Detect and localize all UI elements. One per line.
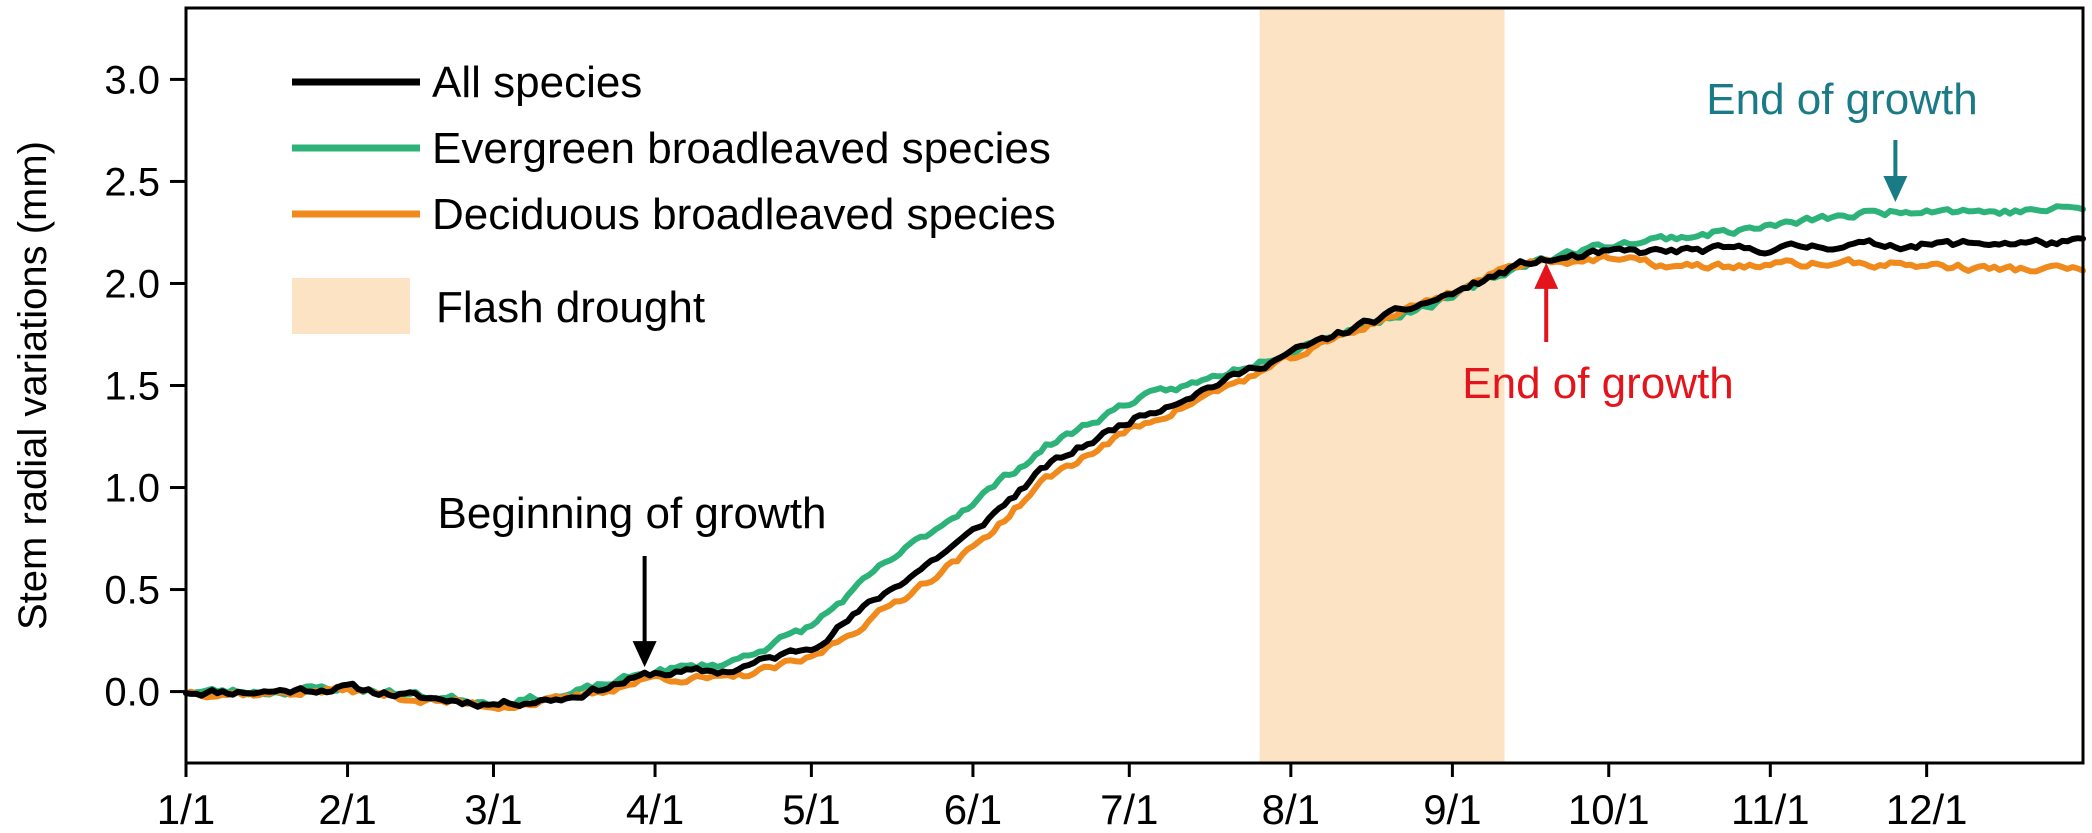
- annotations: Beginning of growth End of growth End of g…: [438, 75, 1978, 668]
- annotation-beginning-of-growth: Beginning of growth: [438, 489, 827, 538]
- y-tick-label: 0.5: [104, 569, 160, 613]
- series-line-0: [183, 235, 2086, 710]
- annotation-arrow-head: [1883, 175, 1908, 202]
- legend-label: Evergreen broadleaved species: [432, 124, 1051, 173]
- x-tick-label: 5/1: [782, 786, 840, 833]
- y-axis-title: Stem radial variations (mm): [11, 141, 55, 630]
- y-tick-label: 3.0: [104, 58, 160, 102]
- x-tick-label: 12/1: [1886, 786, 1968, 833]
- x-tick-label: 1/1: [157, 786, 215, 833]
- annotation-end-of-growth-teal: End of growth: [1706, 75, 1978, 124]
- series-layer: [183, 203, 2086, 713]
- legend-label: Flash drought: [436, 283, 705, 332]
- y-tick-label: 1.0: [104, 467, 160, 511]
- legend-label: Deciduous broadleaved species: [432, 190, 1056, 239]
- annotation-arrow-head: [1534, 262, 1559, 289]
- annotation-end-of-growth-red: End of growth: [1462, 359, 1734, 408]
- legend: All species Evergreen broadleaved species…: [292, 58, 1056, 334]
- x-tick-label: 4/1: [626, 786, 684, 833]
- x-tick-label: 3/1: [464, 786, 522, 833]
- flash-drought-band: [1259, 8, 1505, 763]
- x-tick-label: 11/1: [1731, 786, 1810, 833]
- legend-label: All species: [432, 58, 642, 107]
- x-tick-label: 6/1: [944, 786, 1002, 833]
- series-line-2: [183, 252, 2086, 713]
- y-tick-label: 2.0: [104, 262, 160, 306]
- x-tick-label: 7/1: [1100, 786, 1158, 833]
- y-axis: 0.0 0.5 1.0 1.5 2.0 2.5 3.0: [104, 58, 186, 715]
- x-axis: 1/1 2/1 3/1 4/1 5/1 6/1 7/1 8/1 9/1 10/1 11/1 12/1: [157, 763, 1968, 833]
- y-tick-label: 1.5: [104, 365, 160, 409]
- x-tick-label: 2/1: [318, 786, 376, 833]
- x-tick-label: 10/1: [1568, 786, 1650, 833]
- x-tick-label: 8/1: [1262, 786, 1320, 833]
- annotation-arrow-head: [632, 641, 657, 668]
- legend-swatch-drought: [292, 278, 410, 334]
- y-tick-label: 2.5: [104, 160, 160, 204]
- x-tick-label: 9/1: [1423, 786, 1481, 833]
- y-tick-label: 0.0: [104, 671, 160, 715]
